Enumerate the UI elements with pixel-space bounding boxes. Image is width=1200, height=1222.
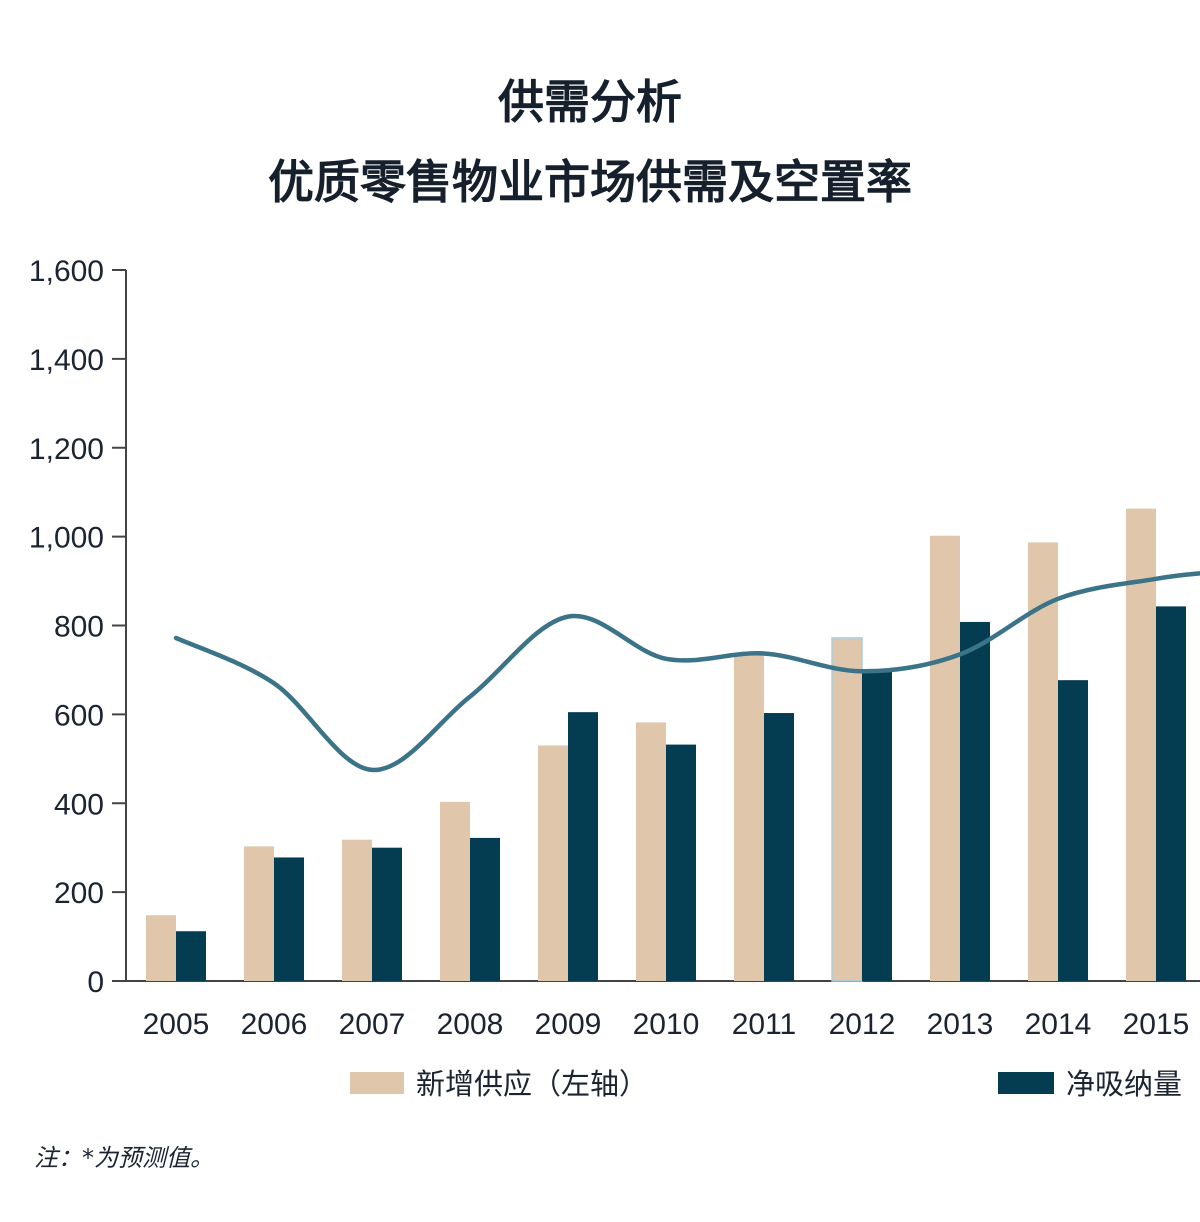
bar-new-supply bbox=[244, 846, 274, 981]
chart-legend: 新增供应（左轴） 净吸纳量 bbox=[350, 1067, 1182, 1101]
bar-net-absorption bbox=[1058, 680, 1088, 981]
bar-net-absorption bbox=[274, 857, 304, 981]
chart-title: 供需分析 bbox=[498, 75, 682, 129]
x-tick-label: 2015 bbox=[1123, 1008, 1190, 1041]
chart-bars bbox=[146, 508, 1186, 982]
bar-new-supply bbox=[831, 637, 863, 982]
bar-new-supply bbox=[636, 722, 666, 981]
bar-new-supply bbox=[1126, 508, 1156, 981]
x-tick-label: 2012 bbox=[829, 1008, 896, 1041]
legend-label-net-absorption: 净吸纳量 bbox=[1066, 1067, 1182, 1101]
y-tick-label: 1,000 bbox=[29, 522, 104, 555]
y-tick-label: 800 bbox=[54, 611, 104, 644]
x-tick-labels: 2005 2006 2007 2008 2009 2010 2011 2012 2013 2014… bbox=[143, 1008, 1190, 1041]
bar-net-absorption bbox=[568, 712, 598, 981]
chart-title-block: 供需分析 优质零售物业市场供需及空置率 bbox=[0, 62, 1180, 222]
vacancy-rate-line bbox=[173, 571, 1200, 773]
x-tick-label: 2006 bbox=[241, 1008, 308, 1041]
bar-new-supply bbox=[146, 915, 176, 981]
y-tick-label: 600 bbox=[54, 699, 104, 732]
legend-swatch-new-supply bbox=[350, 1072, 404, 1094]
bar-net-absorption bbox=[372, 847, 402, 981]
bar-new-supply bbox=[1028, 542, 1058, 981]
bar-net-absorption bbox=[666, 744, 696, 981]
x-tick-label: 2011 bbox=[732, 1008, 797, 1041]
x-tick-label: 2013 bbox=[927, 1008, 994, 1041]
x-tick-label: 2014 bbox=[1025, 1008, 1092, 1041]
legend-label-new-supply: 新增供应（左轴） bbox=[416, 1067, 648, 1101]
y-tick-label: 400 bbox=[54, 788, 104, 821]
y-tick-label: 1,600 bbox=[29, 255, 104, 288]
chart-subtitle: 优质零售物业市场供需及空置率 bbox=[268, 155, 912, 209]
bar-new-supply bbox=[440, 801, 470, 981]
x-tick-label: 2005 bbox=[143, 1008, 210, 1041]
x-tick-label: 2008 bbox=[437, 1008, 504, 1041]
bar-net-absorption bbox=[764, 713, 794, 981]
bar-net-absorption bbox=[470, 837, 500, 981]
legend-swatch-net-absorption bbox=[998, 1072, 1054, 1094]
y-tick-label: 0 bbox=[87, 966, 104, 999]
footnote: 注：*为预测值。 bbox=[34, 1144, 214, 1172]
bar-net-absorption bbox=[1156, 606, 1186, 981]
bar-net-absorption bbox=[960, 621, 990, 981]
y-tick-label: 1,200 bbox=[29, 433, 104, 466]
chart-axes: 0 200 400 600 800 1,000 1,200 1,400 1,600 bbox=[29, 255, 1200, 999]
bar-new-supply bbox=[342, 839, 372, 981]
y-tick-label: 1,400 bbox=[29, 344, 104, 377]
bar-new-supply bbox=[734, 655, 764, 981]
x-tick-label: 2007 bbox=[339, 1008, 406, 1041]
bar-net-absorption bbox=[176, 931, 206, 981]
x-tick-label: 2010 bbox=[633, 1008, 700, 1041]
bar-new-supply bbox=[538, 745, 568, 981]
y-tick-label: 200 bbox=[54, 877, 104, 910]
x-tick-label: 2009 bbox=[535, 1008, 602, 1041]
bar-net-absorption bbox=[862, 670, 892, 981]
bar-new-supply bbox=[930, 535, 960, 981]
vacancy-line-layer bbox=[173, 571, 1200, 773]
